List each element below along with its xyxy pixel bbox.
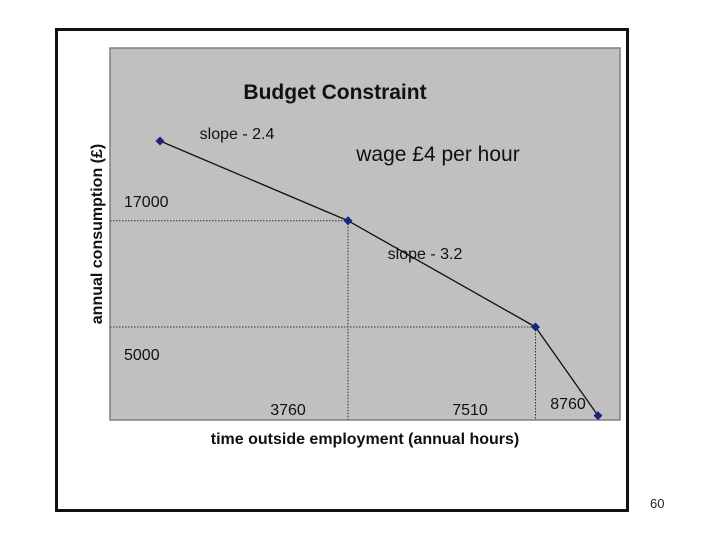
y-axis-label: annual consumption (£)	[89, 144, 106, 324]
chart-title: Budget Constraint	[243, 81, 426, 104]
guide-lines	[110, 220, 536, 420]
data-markers	[155, 136, 603, 421]
segment-label-1: slope - 2.4	[200, 126, 275, 143]
budget-line-segment-1	[159, 140, 349, 222]
series-line	[159, 140, 599, 416]
budget-line-segment-2	[347, 220, 536, 328]
budget-line-segment-3	[534, 326, 599, 416]
data-point-3	[531, 322, 540, 332]
segment-label-2: slope - 3.2	[388, 246, 463, 263]
x-mark-label-7510: 7510	[452, 402, 488, 419]
x-mark-label-8760: 8760	[550, 396, 586, 413]
y-mark-label-5000: 5000	[124, 347, 160, 364]
wage-annotation: wage £4 per hour	[355, 143, 519, 166]
x-axis-label: time outside employment (annual hours)	[211, 431, 519, 448]
data-point-2	[343, 216, 353, 226]
data-point-1	[155, 136, 165, 146]
x-mark-label-3760: 3760	[270, 402, 306, 419]
y-mark-label-17000: 17000	[124, 194, 169, 211]
data-point-4	[593, 411, 603, 421]
slide-number: 60	[650, 496, 665, 511]
